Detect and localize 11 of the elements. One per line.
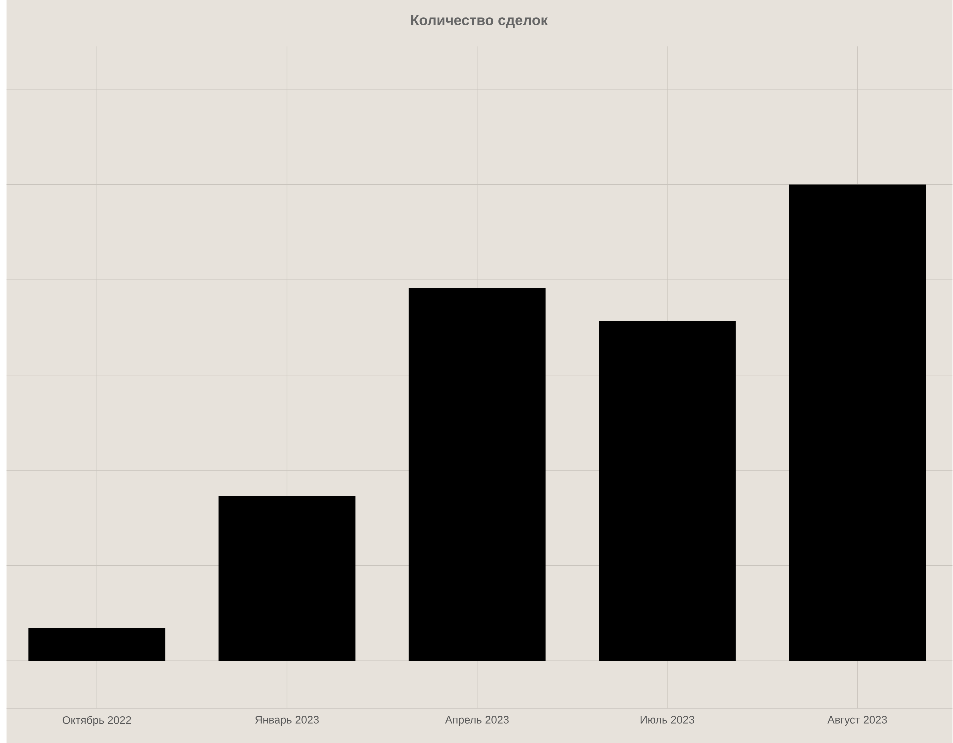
x-tick-label: Октябрь 2022 xyxy=(62,716,132,726)
bar xyxy=(28,628,166,661)
bar xyxy=(408,288,546,661)
x-tick-label: Июль 2023 xyxy=(640,716,694,724)
bar xyxy=(218,496,356,661)
x-tick-label: Апрель 2023 xyxy=(445,716,509,726)
bar xyxy=(599,321,736,661)
x-tick-label: Август 2023 xyxy=(828,716,888,726)
x-tick-label: Январь 2023 xyxy=(256,716,319,726)
bar xyxy=(789,184,926,661)
chart-title: Количество сделок xyxy=(411,15,548,28)
